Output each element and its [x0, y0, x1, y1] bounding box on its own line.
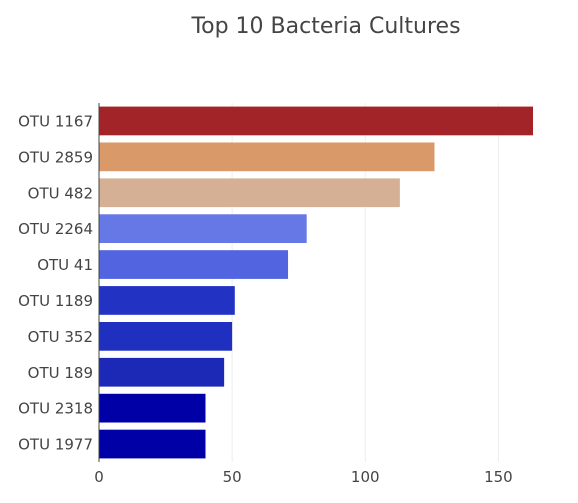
y-tick-label: OTU 2264: [18, 220, 93, 238]
bar: [99, 321, 233, 351]
x-tick-label: 0: [94, 468, 104, 486]
axis-layer: 0 50 100 150 OTU 1167 OTU 2859 OTU 482 OTU 2264…: [18, 103, 513, 486]
y-tick-label: OTU 482: [28, 184, 93, 202]
bar: [99, 250, 289, 279]
bar: [99, 214, 307, 244]
bar: [99, 357, 225, 387]
bar: [99, 286, 235, 315]
bar: [99, 178, 400, 208]
x-tick-label: 100: [351, 468, 380, 486]
y-tick-label: OTU 1167: [18, 112, 93, 130]
bar-layer: [99, 106, 533, 459]
bar: [99, 429, 206, 459]
x-tick-label: 150: [484, 468, 513, 486]
y-tick-label: OTU 41: [37, 256, 93, 274]
y-tick-label: OTU 189: [28, 364, 93, 382]
y-tick-label: OTU 352: [28, 328, 93, 346]
bar: [99, 393, 206, 423]
y-tick-label: OTU 2318: [18, 400, 93, 418]
bar: [99, 142, 435, 172]
y-tick-label: OTU 1189: [18, 292, 93, 310]
bar: [99, 106, 533, 136]
y-tick-label: OTU 2859: [18, 148, 93, 166]
chart-title: Top 10 Bacteria Cultures: [191, 14, 461, 39]
y-tick-label: OTU 1977: [18, 436, 93, 454]
x-tick-label: 50: [223, 468, 242, 486]
